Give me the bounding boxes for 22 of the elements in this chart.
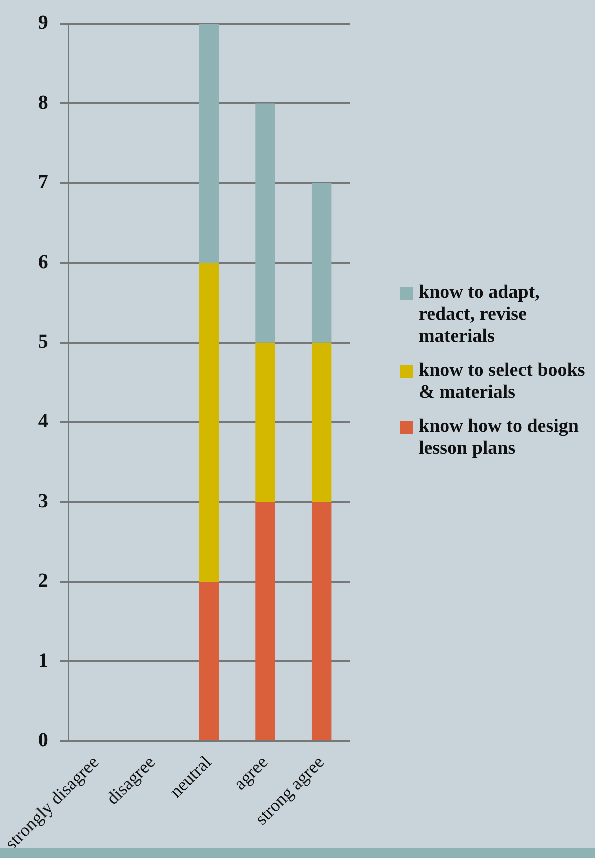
- legend-label: know to adapt, redact, revise materials: [419, 282, 541, 348]
- bar: [256, 104, 276, 343]
- y-tick-label: 3: [38, 490, 48, 512]
- y-tick-label: 0: [38, 730, 48, 752]
- bar: [312, 183, 332, 343]
- bar: [199, 24, 220, 264]
- bar: [199, 582, 220, 740]
- bar: [312, 502, 332, 740]
- legend-label: know to select books & materials: [419, 360, 586, 404]
- y-tick-label: 7: [38, 172, 48, 194]
- bar: [256, 342, 276, 502]
- bar: [312, 342, 332, 502]
- bar: [199, 263, 220, 582]
- y-tick-label: 9: [38, 12, 48, 34]
- bar: [256, 502, 276, 740]
- y-tick-label: 5: [38, 331, 48, 354]
- y-tick-label: 6: [38, 251, 48, 274]
- y-tick-label: 1: [38, 650, 48, 672]
- y-tick-label: 8: [38, 92, 48, 114]
- y-tick-label: 2: [38, 570, 48, 592]
- y-tick-label: 4: [38, 410, 48, 433]
- legend-label: know how to design lesson plans: [419, 416, 580, 460]
